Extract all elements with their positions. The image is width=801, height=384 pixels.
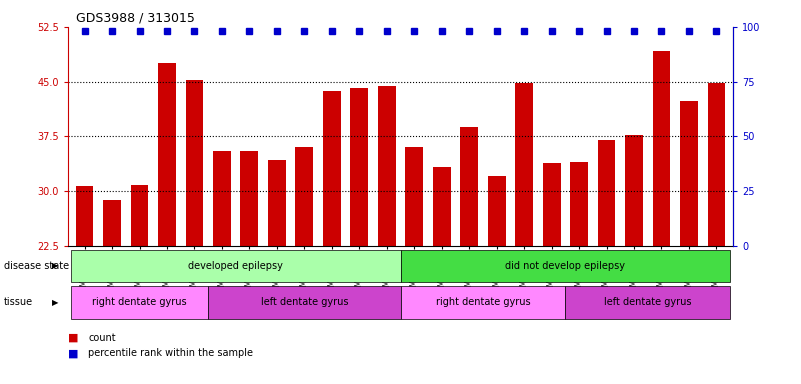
Bar: [488, 177, 505, 246]
Bar: [296, 147, 313, 246]
Bar: [186, 80, 203, 246]
Bar: [213, 151, 231, 246]
Text: right dentate gyrus: right dentate gyrus: [436, 297, 530, 308]
Bar: [515, 83, 533, 246]
Bar: [131, 185, 148, 246]
Bar: [542, 163, 561, 246]
Text: right dentate gyrus: right dentate gyrus: [92, 297, 187, 308]
Text: GDS3988 / 313015: GDS3988 / 313015: [76, 12, 195, 25]
Text: tissue: tissue: [4, 297, 33, 308]
Bar: [625, 135, 643, 246]
Bar: [707, 83, 726, 246]
Bar: [103, 200, 121, 246]
Bar: [268, 161, 286, 246]
Bar: [680, 101, 698, 246]
Text: did not develop epilepsy: did not develop epilepsy: [505, 261, 626, 271]
Bar: [158, 63, 176, 246]
Text: ■: ■: [68, 348, 78, 358]
Bar: [433, 167, 451, 246]
Text: developed epilepsy: developed epilepsy: [188, 261, 283, 271]
Text: ▶: ▶: [52, 298, 58, 307]
Bar: [598, 140, 615, 246]
Bar: [350, 88, 368, 246]
Bar: [461, 127, 478, 246]
Text: count: count: [88, 333, 115, 343]
Text: percentile rank within the sample: percentile rank within the sample: [88, 348, 253, 358]
Text: left dentate gyrus: left dentate gyrus: [604, 297, 691, 308]
Text: ▶: ▶: [52, 262, 58, 270]
Text: disease state: disease state: [4, 261, 69, 271]
Bar: [75, 186, 94, 246]
Bar: [323, 91, 340, 246]
Bar: [570, 162, 588, 246]
Bar: [378, 86, 396, 246]
Bar: [240, 151, 259, 246]
Bar: [653, 51, 670, 246]
Text: ■: ■: [68, 333, 78, 343]
Text: left dentate gyrus: left dentate gyrus: [260, 297, 348, 308]
Bar: [405, 147, 423, 246]
